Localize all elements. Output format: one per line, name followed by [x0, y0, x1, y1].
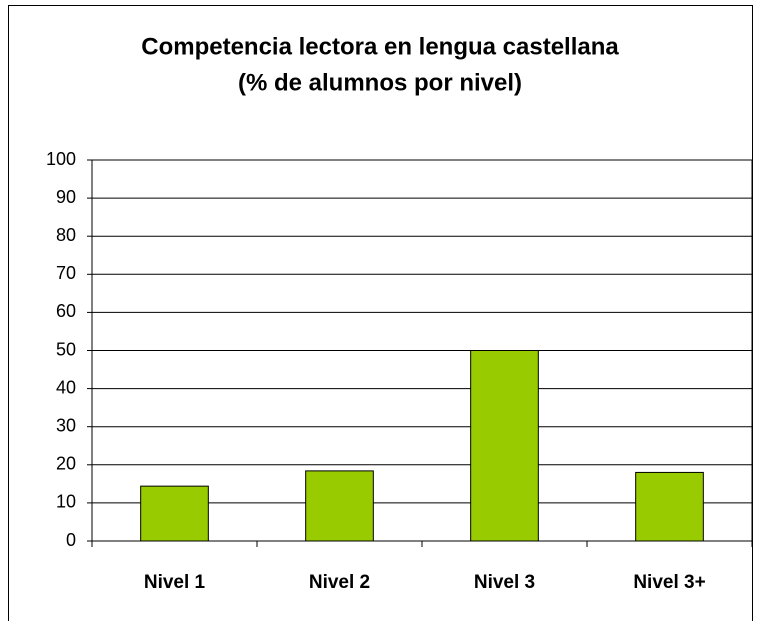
y-tick-label: 80: [56, 225, 76, 245]
x-tick-label: Nivel 3+: [633, 572, 705, 593]
y-tick-label: 70: [56, 263, 76, 283]
y-tick-label: 60: [56, 301, 76, 321]
y-tick-label: 20: [56, 454, 76, 474]
x-tick-label: Nivel 2: [309, 572, 370, 593]
y-tick-label: 100: [46, 149, 76, 169]
y-tick-label: 10: [56, 492, 76, 512]
y-tick-label: 90: [56, 187, 76, 207]
chart-title: Competencia lectora en lengua castellana: [141, 33, 619, 60]
y-tick-label: 30: [56, 415, 76, 435]
y-tick-label: 40: [56, 377, 76, 397]
x-tick-label: Nivel 1: [144, 572, 206, 593]
bar: [140, 485, 209, 542]
bar: [470, 350, 539, 542]
y-tick-label: 0: [66, 530, 76, 550]
chart-subtitle: (% de alumnos por nivel): [238, 69, 522, 96]
x-tick-label: Nivel 3: [474, 572, 535, 593]
y-tick-label: 50: [56, 339, 76, 359]
bar: [635, 471, 704, 542]
bar: [305, 470, 374, 542]
